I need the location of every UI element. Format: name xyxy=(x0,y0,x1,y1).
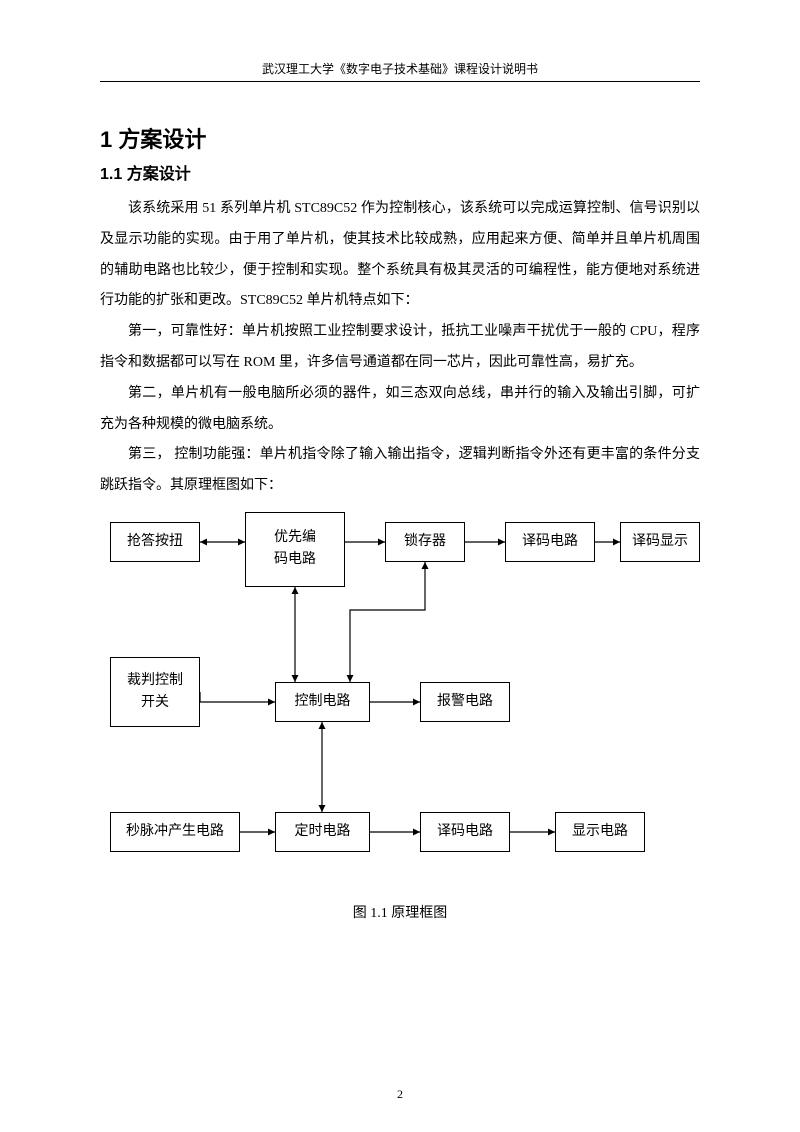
diagram-node: 秒脉冲产生电路 xyxy=(110,812,240,852)
page-header: 武汉理工大学《数字电子技术基础》课程设计说明书 xyxy=(100,60,700,77)
paragraph: 第二，单片机有一般电脑所必须的器件，如三态双向总线，串并行的输入及输出引脚，可扩… xyxy=(100,379,700,441)
block-diagram: 抢答按扭优先编 码电路锁存器译码电路译码显示裁判控制 开关控制电路报警电路秒脉冲… xyxy=(100,512,700,872)
paragraph: 第一，可靠性好：单片机按照工业控制要求设计，抵抗工业噪声干扰优于一般的 CPU，… xyxy=(100,317,700,379)
paragraph: 该系统采用 51 系列单片机 STC89C52 作为控制核心，该系统可以完成运算… xyxy=(100,194,700,317)
diagram-node: 译码显示 xyxy=(620,522,700,562)
diagram-node: 显示电路 xyxy=(555,812,645,852)
diagram-node: 报警电路 xyxy=(420,682,510,722)
diagram-node: 译码电路 xyxy=(420,812,510,852)
diagram-node: 优先编 码电路 xyxy=(245,512,345,587)
page-number: 2 xyxy=(0,1087,800,1102)
diagram-node: 控制电路 xyxy=(275,682,370,722)
diagram-node: 抢答按扭 xyxy=(110,522,200,562)
diagram-node: 定时电路 xyxy=(275,812,370,852)
diagram-node: 译码电路 xyxy=(505,522,595,562)
diagram-node: 锁存器 xyxy=(385,522,465,562)
header-rule xyxy=(100,81,700,82)
paragraph: 第三， 控制功能强：单片机指令除了输入输出指令，逻辑判断指令外还有更丰富的条件分… xyxy=(100,440,700,502)
heading-1-1: 1.1 方案设计 xyxy=(100,160,700,184)
diagram-node: 裁判控制 开关 xyxy=(110,657,200,727)
heading-1: 1 方案设计 xyxy=(100,122,700,154)
figure-caption: 图 1.1 原理框图 xyxy=(100,902,700,922)
